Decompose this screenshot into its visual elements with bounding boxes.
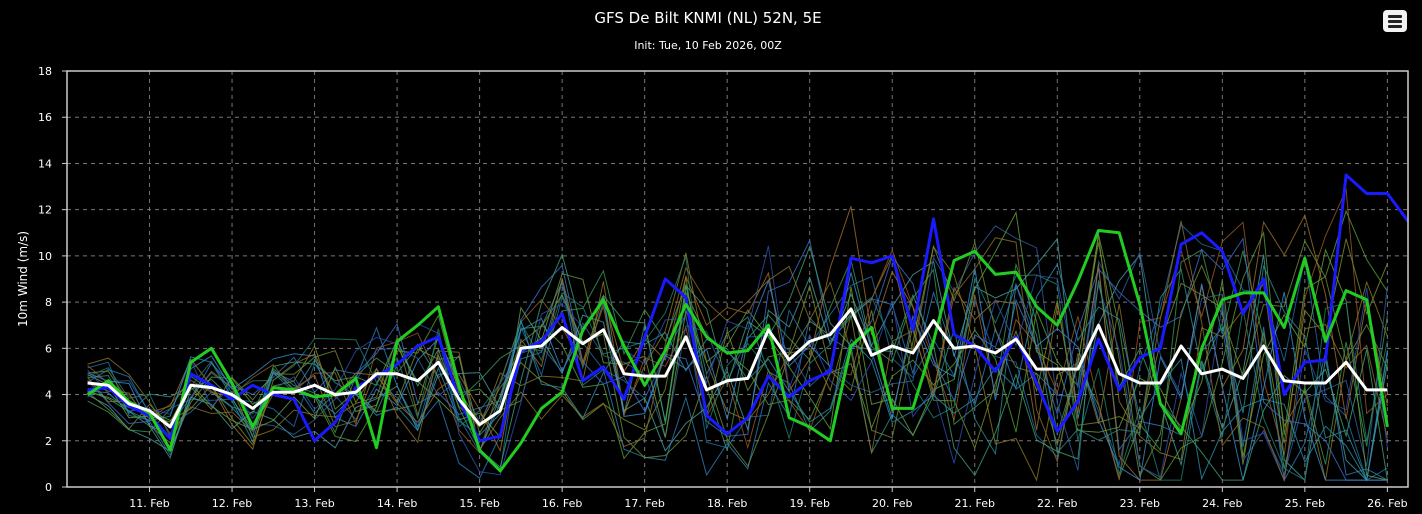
y-tick-label: 2 xyxy=(45,435,52,448)
x-axis-ticks: 11. Feb 12. Feb 13. Feb 14. Feb 15. Feb 16. F… xyxy=(129,487,1408,510)
ensemble-member-line xyxy=(87,209,1388,481)
y-tick-label: 4 xyxy=(45,389,52,402)
x-tick-label: 15. Feb xyxy=(459,497,499,510)
y-tick-label: 10 xyxy=(38,250,52,263)
series-lines xyxy=(86,173,1410,473)
ensemble-member-line xyxy=(87,206,1388,481)
ensemble-member-line xyxy=(87,237,1388,482)
y-axis-ticks: 0 2 4 6 8 10 12 14 16 18 xyxy=(38,65,67,494)
y-tick-label: 0 xyxy=(45,481,52,494)
y-tick-label: 6 xyxy=(45,342,52,355)
x-tick-label: 18. Feb xyxy=(707,497,747,510)
x-tick-label: 11. Feb xyxy=(129,497,169,510)
ensemble-members xyxy=(87,187,1388,483)
chart-subtitle: Init: Tue, 10 Feb 2026, 00Z xyxy=(634,39,782,52)
menu-bar xyxy=(1388,25,1402,28)
x-tick-label: 22. Feb xyxy=(1037,497,1077,510)
x-tick-label: 19. Feb xyxy=(789,497,829,510)
x-tick-label: 24. Feb xyxy=(1202,497,1242,510)
ensemble-member-line xyxy=(87,263,1388,482)
ensemble-member-line xyxy=(87,237,1388,481)
chart-title: GFS De Bilt KNMI (NL) 52N, 5E xyxy=(594,9,821,27)
menu-bar xyxy=(1388,15,1402,18)
x-tick-label: 21. Feb xyxy=(955,497,995,510)
y-tick-label: 12 xyxy=(38,204,52,217)
ensemble-member-line xyxy=(87,239,1388,478)
x-tick-label: 20. Feb xyxy=(872,497,912,510)
plot-border xyxy=(66,70,1409,488)
x-tick-label: 16. Feb xyxy=(542,497,582,510)
ensemble-member-line xyxy=(87,267,1388,481)
ensemble-member-line xyxy=(87,225,1388,476)
x-tick-label: 25. Feb xyxy=(1285,497,1325,510)
y-tick-label: 8 xyxy=(45,296,52,309)
menu-bar xyxy=(1388,20,1402,23)
series-line-ensemble-mean xyxy=(87,307,1388,429)
ensemble-member-line xyxy=(87,220,1388,483)
x-tick-label: 13. Feb xyxy=(294,497,334,510)
x-tick-label: 17. Feb xyxy=(624,497,664,510)
x-tick-label: 26. Feb xyxy=(1367,497,1407,510)
y-tick-label: 18 xyxy=(38,65,52,78)
x-tick-label: 12. Feb xyxy=(212,497,252,510)
hamburger-menu-icon[interactable] xyxy=(1383,10,1407,32)
ensemble-member-line xyxy=(87,234,1388,482)
ensemble-member-line xyxy=(87,267,1388,482)
series-line-control-run xyxy=(86,229,1389,473)
ensemble-member-line xyxy=(87,211,1388,481)
x-tick-label: 23. Feb xyxy=(1120,497,1160,510)
series-line-operational-run xyxy=(87,173,1410,443)
x-tick-label: 14. Feb xyxy=(377,497,417,510)
y-tick-label: 14 xyxy=(38,157,52,170)
y-tick-label: 16 xyxy=(38,111,52,124)
y-axis-label: 10m Wind (m/s) xyxy=(16,231,30,327)
